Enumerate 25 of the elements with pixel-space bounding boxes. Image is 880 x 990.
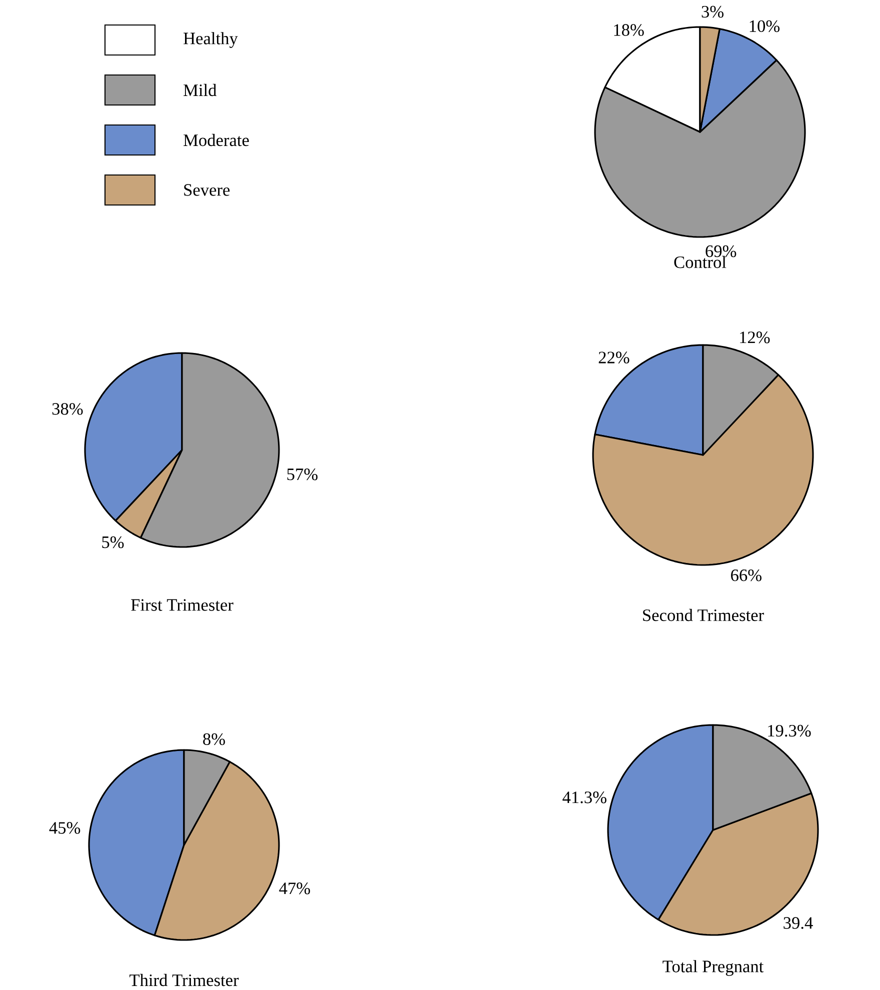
data-label: 45% xyxy=(49,822,80,834)
text: Control xyxy=(674,256,726,268)
legend-label: Healthy xyxy=(184,32,238,48)
data-label: 19.3% xyxy=(768,724,811,737)
data-label: 38% xyxy=(52,403,83,415)
data-label: 47% xyxy=(279,882,310,894)
data-label: 3% xyxy=(702,6,724,18)
data-label: 5% xyxy=(102,536,124,548)
text: Third Trimester xyxy=(130,974,239,986)
data-label: 12% xyxy=(740,332,770,344)
data-label: 22% xyxy=(598,352,630,364)
legend-label: Moderate xyxy=(184,134,249,146)
text: Total Pregnant xyxy=(662,960,764,976)
data-label: 18% xyxy=(614,24,644,36)
data-label: 66% xyxy=(731,569,762,582)
data-label: 41.3% xyxy=(562,792,606,804)
legend-label: Severe xyxy=(184,184,230,196)
text: Second Trimester xyxy=(643,608,764,622)
data-label: 57% xyxy=(287,468,318,480)
data-label: 10% xyxy=(750,20,780,32)
data-label: 69% xyxy=(706,245,736,258)
legend-label: Mild xyxy=(184,84,217,96)
data-label: 8% xyxy=(203,733,225,746)
text: First Trimester xyxy=(131,599,234,611)
data-label: 39.4 xyxy=(784,917,813,929)
